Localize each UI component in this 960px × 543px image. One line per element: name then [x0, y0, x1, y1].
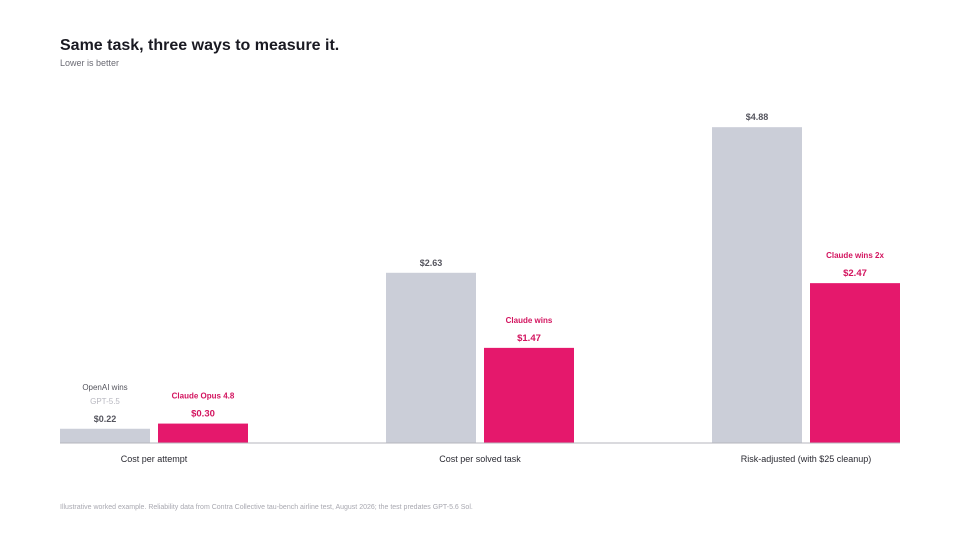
x-tick-label: Risk-adjusted (with $25 cleanup) [741, 454, 872, 464]
bar-gpt-1 [386, 272, 476, 443]
footnote: Illustrative worked example. Reliability… [60, 504, 473, 511]
x-tick-label: Cost per solved task [439, 454, 521, 464]
annotation-label: Claude wins 2x [826, 251, 884, 260]
bar-gpt-2 [712, 127, 802, 444]
value-label: $2.47 [843, 268, 867, 279]
chart-title: Same task, three ways to measure it. [60, 37, 340, 54]
bar-claude-2 [810, 283, 900, 443]
value-label: $0.30 [191, 409, 215, 420]
value-label: $2.63 [420, 258, 443, 268]
bar-claude-0 [158, 423, 248, 443]
x-tick-label: Cost per attempt [121, 454, 188, 464]
bar-gpt-0 [60, 428, 150, 443]
value-label: $1.47 [517, 333, 541, 344]
annotation-label: GPT-5.5 [90, 397, 120, 406]
annotation-label: OpenAI wins [82, 383, 127, 392]
value-label: $0.22 [94, 414, 117, 424]
annotation-label: Claude wins [506, 316, 553, 325]
chart-subtitle: Lower is better [60, 58, 120, 68]
bar-claude-1 [484, 347, 574, 443]
annotation-label: Claude Opus 4.8 [172, 392, 235, 401]
value-label: $4.88 [746, 112, 769, 122]
